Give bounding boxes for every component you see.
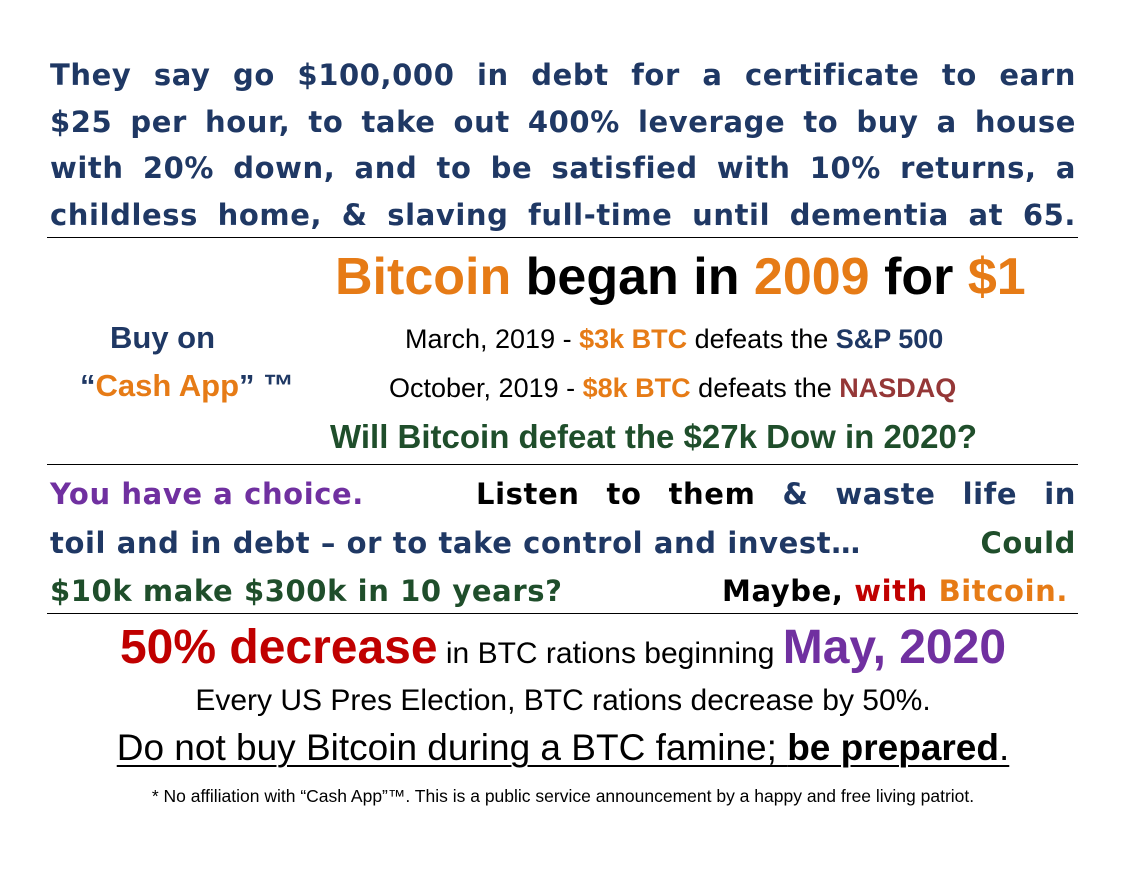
dow-question: Will Bitcoin defeat the $27k Dow in 2020… [330,418,978,455]
halving-date: May, 2020 [782,621,1007,674]
choice-word: Listen [476,477,580,511]
halving-percent: 50% decrease [119,621,438,674]
choice-word: & [782,477,809,511]
cash-app-label: “Cash App” ™ [80,368,294,404]
halving-line: 50% decrease in BTC rations beginning Ma… [0,618,1126,689]
choice-word: them [668,477,756,511]
fact-date: October, 2019 - [389,373,583,403]
buy-on-label: Buy on [110,320,216,355]
fact-text: defeats the [687,324,836,354]
choice-word: waste [835,477,936,511]
headline-year: 2009 [753,248,870,306]
intro-line-4: childless home, & slaving full-time unti… [50,197,1076,232]
choice-text: toil and in debt – or to take control an… [50,525,861,560]
headline: Bitcoin began in 2009 for $1 [335,244,1075,310]
fact-index: NASDAQ [839,373,957,403]
fact-btc-price: $8k BTC [582,373,691,403]
divider-3 [47,613,1078,614]
election-note: Every US Pres Election, BTC rations decr… [195,684,931,717]
choice-bitcoin: Bitcoin. [938,574,1068,608]
choice-with: with [854,574,928,608]
headline-began-in: began in [525,248,740,306]
fact-date: March, 2019 - [405,324,580,354]
footnote: * No affiliation with “Cash App”™. This … [151,786,975,806]
choice-maybe: Maybe, [722,574,844,608]
fact-nasdaq: October, 2019 - $8k BTC defeats the NASD… [389,373,956,404]
open-quote: “ [80,368,96,403]
fact-text: defeats the [690,373,840,403]
warning-line: Do not buy Bitcoin during a BTC famine; … [0,727,1126,769]
fact-btc-price: $3k BTC [579,324,688,354]
choice-statement: You have a choice. [50,477,364,511]
headline-for: for [884,248,954,306]
divider-1 [47,237,1078,238]
warning-underlined: Do not buy Bitcoin during a BTC famine; … [117,727,1010,768]
choice-question: $10k make $300k in 10 years? [50,574,563,608]
choice-line-2: toil and in debt – or to take control an… [50,519,1076,568]
intro-line-1: They say go $100,000 in debt for a certi… [50,58,1076,92]
close-quote-tm: ” ™ [239,368,295,403]
headline-price: $1 [967,248,1026,306]
choice-word: in [1044,477,1076,511]
choice-could: Could [980,525,1076,560]
halving-text: in BTC rations beginning [437,637,783,670]
divider-2 [47,464,1078,465]
choice-paragraph: You have a choice. Listen to them & wast… [50,470,1076,616]
fact-sp500: March, 2019 - $3k BTC defeats the S&P 50… [405,324,943,355]
choice-line-1: You have a choice. Listen to them & wast… [50,470,1076,519]
intro-paragraph: They say go $100,000 in debt for a certi… [50,52,1076,238]
headline-bitcoin: Bitcoin [335,248,512,306]
warning-text: Do not buy Bitcoin during a BTC famine; [116,727,788,768]
choice-word: to [606,477,642,511]
warning-period: . [998,727,1010,768]
intro-line-3: with 20% down, and to be satisfied with … [50,151,1076,185]
warning-bold: be prepared [787,727,999,768]
intro-line-2: $25 per hour, to take out 400% leverage … [50,104,1076,139]
choice-word: life [962,477,1018,511]
choice-line-3: $10k make $300k in 10 years? Maybe, with… [50,567,1076,616]
cash-app-name: Cash App [95,368,240,403]
fact-index: S&P 500 [835,324,944,354]
